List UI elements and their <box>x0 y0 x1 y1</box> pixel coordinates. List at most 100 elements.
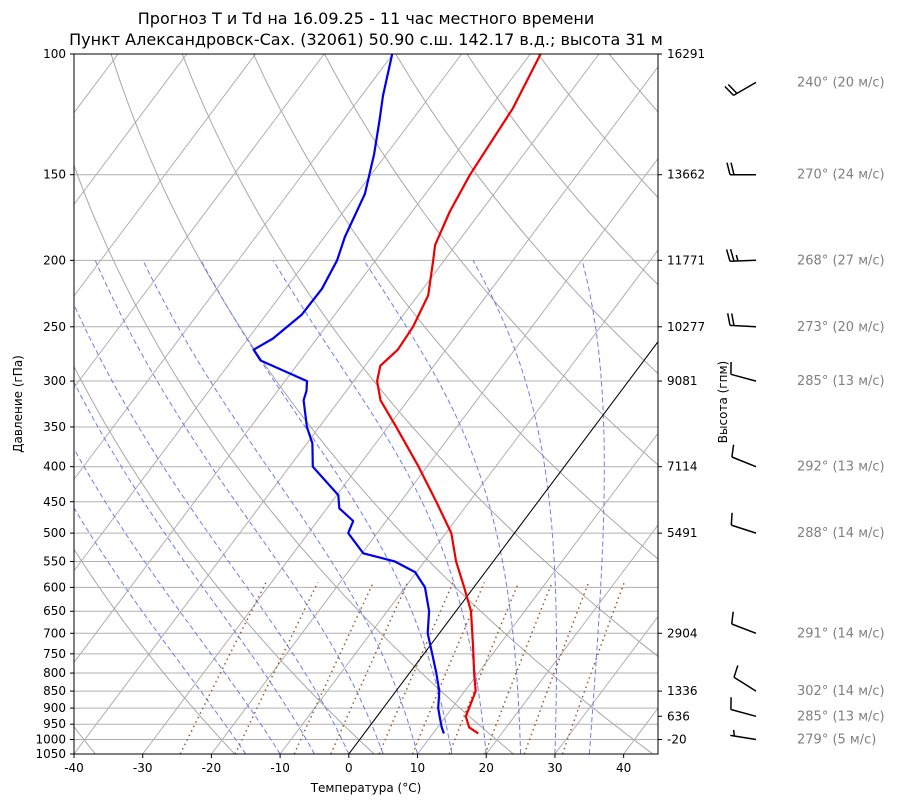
wind-barb <box>730 729 757 741</box>
wind-barb <box>724 81 757 97</box>
wind-label: 288° (14 м/с) <box>797 526 885 541</box>
mixing-ratio-line <box>293 582 375 754</box>
y-tick-label: 700 <box>43 626 66 640</box>
isotherm-line <box>74 54 188 206</box>
wind-label: 302° (14 м/с) <box>797 684 885 699</box>
y-tick-label: 400 <box>43 460 66 474</box>
moist-adiabat-line <box>363 260 522 754</box>
zero-isotherm-line <box>348 340 658 754</box>
isotherm-line <box>74 54 531 664</box>
height-tick-label: 16291 <box>667 47 705 61</box>
y-tick-label: 900 <box>43 701 66 715</box>
y-tick-label: 600 <box>43 580 66 594</box>
dry-adiabat-line <box>395 54 658 375</box>
moist-adiabat-line <box>74 447 281 754</box>
wind-barb <box>730 611 757 635</box>
x-axis-label: Температура (°C) <box>310 781 422 795</box>
y-tick-label: 150 <box>43 168 66 182</box>
x-tick-label: 40 <box>616 761 631 775</box>
isotherm-line <box>417 432 658 754</box>
plot-area <box>74 54 900 754</box>
dry-adiabat-line <box>181 54 658 658</box>
moist-adiabat-line <box>74 303 350 754</box>
y-axis-label: Давление (гПа) <box>11 355 25 453</box>
mixing-ratio-line <box>179 582 267 754</box>
height-tick-label: 1336 <box>667 684 698 698</box>
x-tick-label: -20 <box>202 761 222 775</box>
mixing-ratio-line <box>448 582 520 754</box>
isotherm-line <box>623 707 658 754</box>
mixing-ratio-line <box>411 582 485 754</box>
wind-barb <box>730 697 757 718</box>
dry-adiabat-line <box>252 54 658 560</box>
isotherm-line <box>74 54 462 572</box>
x-tick-label: -10 <box>270 761 290 775</box>
height-tick-label: 5491 <box>667 526 698 540</box>
height-tick-label: 9081 <box>667 374 698 388</box>
y-tick-label: 950 <box>43 717 66 731</box>
chart-title-line2: Пункт Александровск-Сах. (32061) 50.90 с… <box>69 30 663 49</box>
y-tick-label: 300 <box>43 374 66 388</box>
y-tick-label: 1050 <box>35 747 66 761</box>
x-tick-label: 10 <box>410 761 425 775</box>
height-tick-label: 11771 <box>667 253 705 267</box>
y-tick-label: 100 <box>43 47 66 61</box>
dry-adiabat-line <box>324 54 658 466</box>
y-tick-label: 350 <box>43 420 66 434</box>
height-tick-label: 636 <box>667 709 690 723</box>
dry-adiabat-line <box>466 54 658 286</box>
dry-adiabat-line <box>680 54 900 754</box>
mixing-ratio-line <box>234 582 319 754</box>
moist-adiabat-line <box>581 260 605 754</box>
chart-title-line1: Прогноз T и Td на 16.09.25 - 11 час мест… <box>138 9 594 28</box>
wind-label: 268° (27 м/с) <box>797 253 885 268</box>
isotherm-line <box>74 54 256 297</box>
wind-label: 291° (14 м/с) <box>797 626 885 641</box>
plot-frame <box>73 53 659 755</box>
mixing-ratio-line <box>330 582 409 754</box>
isotherm-line <box>485 524 658 754</box>
dry-adiabat-line <box>110 54 654 754</box>
wind-label: 285° (13 м/с) <box>797 709 885 724</box>
moist-adiabat-line <box>74 381 315 754</box>
y-tick-label: 550 <box>43 555 66 569</box>
wind-barb <box>726 313 757 328</box>
wind-barb <box>733 665 757 692</box>
isotherm-line <box>74 54 600 754</box>
isotherm-line <box>74 54 394 481</box>
isotherm-line <box>211 157 658 754</box>
wind-label: 292° (13 м/с) <box>797 460 885 475</box>
height-axis-label: Высота (гпм) <box>716 361 730 443</box>
mixing-ratio-line <box>484 582 553 754</box>
wind-label: 279° (5 м/с) <box>797 732 876 747</box>
height-tick-label: 7114 <box>667 460 698 474</box>
temperature-profile-line <box>376 54 542 735</box>
moist-adiabat-line <box>142 260 418 754</box>
y-tick-label: 850 <box>43 684 66 698</box>
y-tick-label: 450 <box>43 495 66 509</box>
height-tick-label: 10277 <box>667 320 705 334</box>
dry-adiabat-line <box>752 54 900 754</box>
dry-adiabat-line <box>608 54 658 113</box>
wind-barb <box>730 512 757 534</box>
y-tick-label: 800 <box>43 666 66 680</box>
height-tick-label: 13662 <box>667 168 705 182</box>
wind-barb <box>730 361 757 382</box>
dewpoint-profile-line <box>252 54 445 734</box>
x-tick-label: 0 <box>345 761 353 775</box>
moist-adiabat-line <box>272 260 487 754</box>
isotherm-line <box>142 66 658 754</box>
isotherm-line <box>279 249 658 754</box>
wind-label: 285° (13 м/с) <box>797 374 885 389</box>
isotherm-line <box>74 54 325 389</box>
x-tick-label: 20 <box>479 761 494 775</box>
y-tick-label: 200 <box>43 253 66 267</box>
moist-adiabat-line <box>200 260 453 754</box>
dry-adiabat-line <box>74 365 375 754</box>
height-tick-label: 2904 <box>667 626 698 640</box>
wind-label: 240° (20 м/с) <box>797 75 885 90</box>
height-tick-label: -20 <box>667 732 687 746</box>
x-tick-label: 30 <box>547 761 562 775</box>
dry-adiabat-line <box>74 163 514 754</box>
